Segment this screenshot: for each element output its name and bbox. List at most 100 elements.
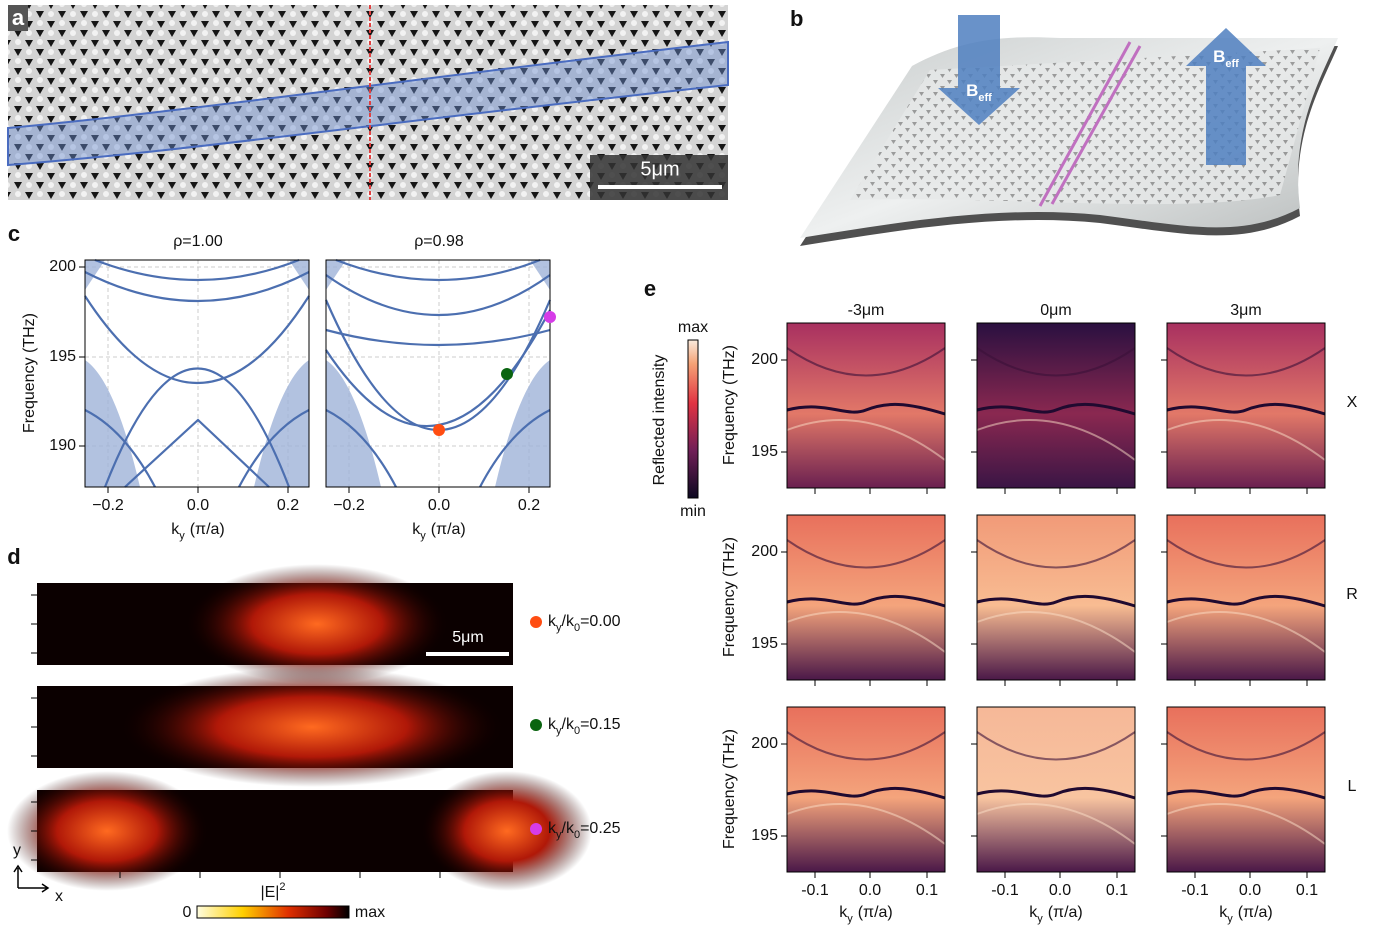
- x-tick-label: 0.1: [916, 882, 938, 899]
- x-tick-label: 0.0: [428, 497, 450, 514]
- x-axis-label-part: (π/a): [431, 521, 466, 538]
- x-tick-label: 0.0: [187, 497, 209, 514]
- x-axis-label-part: (π/a): [190, 521, 225, 538]
- y-tick-label: 195: [751, 827, 778, 844]
- y-axis-label: Frequency (THz): [721, 345, 738, 465]
- x-axis-label: ky(π/a): [412, 521, 466, 542]
- field-label-part: B: [966, 81, 978, 100]
- band-curve: [85, 272, 309, 301]
- state-dot: [501, 368, 513, 380]
- panel-label: a: [12, 5, 25, 30]
- x-axis-label-part: (π/a): [858, 904, 893, 921]
- colorbar-min: min: [680, 503, 706, 520]
- y-tick-label: 200: [751, 543, 778, 560]
- band-curve: [336, 260, 540, 280]
- legend-label: ky/k0=0.00: [548, 613, 621, 634]
- x-axis-label-part: y: [1037, 913, 1043, 925]
- legend-label-part: /k: [562, 613, 575, 630]
- band-plot: [85, 260, 309, 487]
- field-glow: [122, 667, 502, 787]
- axis-name: y: [13, 842, 21, 859]
- x-tick-label: 0.0: [1239, 882, 1261, 899]
- legend-dot: [530, 823, 542, 835]
- x-axis-label-part: y: [847, 913, 853, 925]
- colorbar-title-part: |E|: [260, 884, 279, 901]
- x-tick-label: −0.2: [333, 497, 365, 514]
- x-tick-label: -0.1: [1181, 882, 1209, 899]
- band-curve: [326, 300, 550, 430]
- colorbar-title: Reflected intensity: [651, 355, 668, 486]
- row-label: R: [1346, 586, 1358, 603]
- x-axis-label: ky(π/a): [1219, 904, 1273, 925]
- band-curve: [95, 260, 299, 280]
- row-label: L: [1348, 778, 1357, 795]
- band-plot: [326, 260, 550, 487]
- column-title: 3μm: [1230, 302, 1261, 319]
- panel-label: c: [8, 221, 20, 246]
- scale-label: 5μm: [640, 158, 679, 180]
- colorbar: [688, 340, 698, 498]
- y-axis-label: Frequency (THz): [21, 313, 38, 433]
- column-title: -3μm: [848, 302, 885, 319]
- field-glow: [187, 564, 447, 684]
- x-tick-label: 0.1: [1296, 882, 1318, 899]
- x-tick-label: 0.0: [859, 882, 881, 899]
- panel-label: d: [7, 544, 20, 569]
- axis-name: x: [55, 888, 63, 905]
- panel-a: 5μm a: [8, 5, 728, 200]
- x-axis-label-part: y: [420, 530, 426, 542]
- legend-label-part: /k: [562, 820, 575, 837]
- x-axis-label: ky(π/a): [171, 521, 225, 542]
- y-tick-label: 195: [751, 443, 778, 460]
- x-tick-label: 0.0: [1049, 882, 1071, 899]
- y-tick-label: 200: [49, 258, 76, 275]
- y-axis-label: Frequency (THz): [721, 537, 738, 657]
- x-tick-label: -0.1: [991, 882, 1019, 899]
- y-axis-label: Frequency (THz): [721, 729, 738, 849]
- colorbar-min: 0: [183, 904, 192, 921]
- field-label-part: eff: [1225, 58, 1239, 70]
- x-axis-label-part: y: [1227, 913, 1233, 925]
- colorbar-title: |E|2: [260, 881, 285, 901]
- y-tick-label: 200: [751, 735, 778, 752]
- legend-dot: [530, 719, 542, 731]
- colorbar-max: max: [355, 904, 385, 921]
- x-tick-label: 0.1: [1106, 882, 1128, 899]
- y-tick-label: 195: [751, 635, 778, 652]
- x-tick-label: 0.2: [518, 497, 540, 514]
- colorbar-max: max: [678, 319, 708, 336]
- x-axis-label: ky(π/a): [839, 904, 893, 925]
- x-axis-label: ky(π/a): [1029, 904, 1083, 925]
- field-label-part: B: [1213, 47, 1225, 66]
- scale-label: 5μm: [452, 629, 483, 646]
- x-axis-label-part: (π/a): [1238, 904, 1273, 921]
- legend-label: ky/k0=0.15: [548, 716, 621, 737]
- y-tick-label: 200: [751, 351, 778, 368]
- band-curve: [125, 420, 269, 487]
- column-title: 0μm: [1040, 302, 1071, 319]
- legend-label-part: =0.15: [580, 716, 621, 733]
- band-curve: [326, 330, 550, 345]
- band-curve: [85, 296, 309, 383]
- state-dot: [544, 311, 556, 323]
- field-label-part: eff: [978, 92, 992, 104]
- panel-b: b: [790, 6, 1338, 246]
- x-axis-label-part: y: [179, 530, 185, 542]
- row-label: X: [1347, 394, 1358, 411]
- x-tick-label: 0.2: [277, 497, 299, 514]
- y-tick-label: 190: [49, 437, 76, 454]
- colorbar: [197, 906, 349, 918]
- figure: 5μm a b BeffBeffcFrequency (THz)ρ=1.00−0…: [0, 0, 1380, 929]
- y-tick-label: 195: [49, 348, 76, 365]
- panel-label: b: [790, 6, 803, 31]
- legend-dot: [530, 616, 542, 628]
- x-axis-label-part: (π/a): [1048, 904, 1083, 921]
- x-tick-label: -0.1: [801, 882, 829, 899]
- legend-label-part: =0.00: [580, 613, 621, 630]
- colorbar-title-part: 2: [279, 881, 285, 893]
- plot-title: ρ=1.00: [173, 233, 223, 250]
- state-dot: [433, 424, 445, 436]
- plot-title: ρ=0.98: [414, 233, 464, 250]
- x-tick-label: −0.2: [92, 497, 124, 514]
- panel-label: e: [644, 276, 656, 301]
